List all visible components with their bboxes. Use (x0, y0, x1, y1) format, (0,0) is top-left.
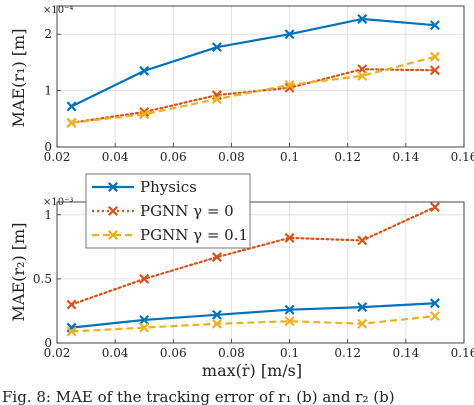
bottom-x-tick-label: 0.12 (334, 346, 361, 360)
bottom-data-point-0 (211, 309, 222, 320)
bottom-y-tick-label: 0 (44, 336, 52, 350)
bottom-x-tick-label: 0.14 (392, 346, 419, 360)
bottom-data-point-0 (429, 298, 440, 309)
bottom-data-point-2 (211, 318, 222, 329)
legend-label-0: Physics (140, 178, 197, 196)
top-data-point-1 (429, 65, 440, 76)
legend-label-1: PGNN γ = 0 (140, 202, 234, 220)
bottom-data-point-1 (357, 235, 368, 246)
bottom-data-point-1 (66, 299, 77, 310)
legend-marker-1 (108, 206, 118, 216)
top-data-point-0 (139, 65, 150, 76)
top-y-tick-label: 2 (44, 27, 52, 41)
top-grid (56, 6, 465, 148)
bottom-data-point-1 (429, 202, 440, 213)
top-x-tick-label: 0.12 (334, 150, 361, 164)
bottom-data-point-1 (211, 252, 222, 263)
bottom-y-axis-label: MAE(r₂) [m] (9, 223, 28, 322)
bottom-x-tick-label: 0.08 (218, 346, 245, 360)
top-x-tick-label: 0.14 (392, 150, 419, 164)
top-x-tick-label: 0.08 (218, 150, 245, 164)
top-y-axis-label: MAE(r₁) [m] (9, 29, 28, 128)
bottom-series-line-1 (70, 206, 437, 306)
bottom-data-point-0 (284, 304, 295, 315)
top-x-tick-label: 0.16 (451, 150, 474, 164)
top-data-point-2 (66, 117, 77, 128)
top-y-exponent: ×10⁻⁴ (43, 5, 73, 16)
bottom-y-tick-label: 1 (44, 208, 52, 222)
top-data-point-2 (284, 79, 295, 90)
bottom-data-point-2 (429, 311, 440, 322)
top-x-tick-label: 0.02 (44, 150, 71, 164)
bottom-x-axis-label: max(ṙ) [m/s] (202, 361, 302, 380)
bottom-series-line-2 (71, 314, 436, 333)
top-y-tick-label: 0 (44, 140, 52, 154)
bottom-data-point-2 (284, 316, 295, 327)
bottom-data-point-0 (357, 302, 368, 313)
legend-label-2: PGNN γ = 0.1 (140, 226, 248, 244)
top-y-tick-label: 1 (44, 84, 52, 98)
bottom-x-tick-label: 0.1 (280, 346, 299, 360)
top-x-tick-label: 0.04 (102, 150, 129, 164)
top-series-line-1 (70, 68, 437, 124)
legend-marker-2 (108, 230, 118, 240)
top-series-line-0 (71, 17, 436, 108)
top-data-point-0 (66, 101, 77, 112)
top-x-tick-label: 0.1 (280, 150, 299, 164)
bottom-data-point-2 (357, 318, 368, 329)
top-data-point-2 (429, 51, 440, 62)
bottom-data-point-2 (66, 326, 77, 337)
top-data-point-2 (211, 94, 222, 105)
bottom-y-tick-label: 0.5 (33, 272, 52, 286)
top-data-point-0 (429, 20, 440, 31)
legend-marker-0 (108, 182, 118, 192)
bottom-x-tick-label: 0.02 (44, 346, 71, 360)
bottom-series-line-0 (71, 302, 435, 329)
top-panel: ×10⁻⁴ MAE(r₁) [m] 0.02 0.04 0.06 0.08 0.1 0.1… (9, 5, 474, 164)
bottom-data-point-0 (139, 314, 150, 325)
bottom-x-tick-label: 0.06 (160, 346, 187, 360)
figure-caption: Fig. 8: MAE of the tracking error of r₁ … (2, 388, 395, 405)
top-data-point-1 (211, 90, 222, 101)
bottom-x-tick-label: 0.16 (451, 346, 474, 360)
top-data-point-0 (357, 13, 368, 24)
bottom-x-tick-label: 0.04 (102, 346, 129, 360)
top-data-point-0 (284, 29, 295, 40)
top-series-line-2 (71, 55, 436, 124)
bottom-panel: ×10⁻³ MAE(r₂) [m] max(ṙ) [m/s] 0.02 0.04 0… (9, 197, 474, 380)
bottom-data-point-1 (139, 273, 150, 284)
bottom-y-exponent: ×10⁻³ (43, 197, 73, 208)
bottom-data-point-2 (139, 322, 150, 333)
bottom-data-point-1 (284, 232, 295, 243)
legend: Physics PGNN γ = 0 PGNN γ = 0.1 (85, 173, 251, 249)
top-plot-frame (56, 5, 465, 148)
bottom-plot-frame (56, 201, 465, 344)
top-x-tick-label: 0.06 (160, 150, 187, 164)
top-data-point-2 (139, 109, 150, 120)
top-data-point-2 (357, 70, 368, 81)
top-data-point-0 (211, 42, 222, 53)
